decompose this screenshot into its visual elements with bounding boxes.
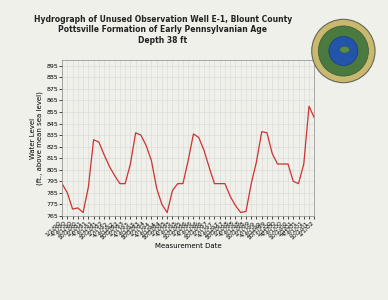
Circle shape [312, 19, 375, 83]
X-axis label: Measurement Date: Measurement Date [155, 243, 222, 249]
Circle shape [329, 37, 358, 65]
Y-axis label: Water Level
(ft., above mean sea level): Water Level (ft., above mean sea level) [30, 91, 43, 185]
Text: Hydrograph of Unused Observation Well E-1, Blount County
Pottsville Formation of: Hydrograph of Unused Observation Well E-… [34, 15, 292, 45]
Ellipse shape [340, 46, 350, 53]
Circle shape [318, 26, 369, 76]
